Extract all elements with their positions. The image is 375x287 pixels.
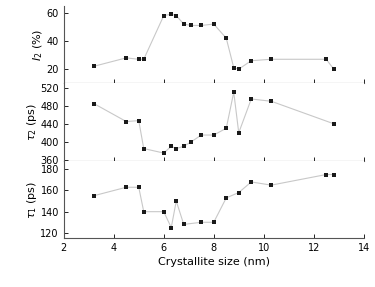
Y-axis label: $\tau_2$ (ps): $\tau_2$ (ps) — [25, 103, 39, 141]
X-axis label: Crystallite size (nm): Crystallite size (nm) — [158, 257, 270, 267]
Y-axis label: $I_2$ (%): $I_2$ (%) — [32, 28, 45, 61]
Y-axis label: $\tau_1$ (ps): $\tau_1$ (ps) — [25, 181, 39, 218]
